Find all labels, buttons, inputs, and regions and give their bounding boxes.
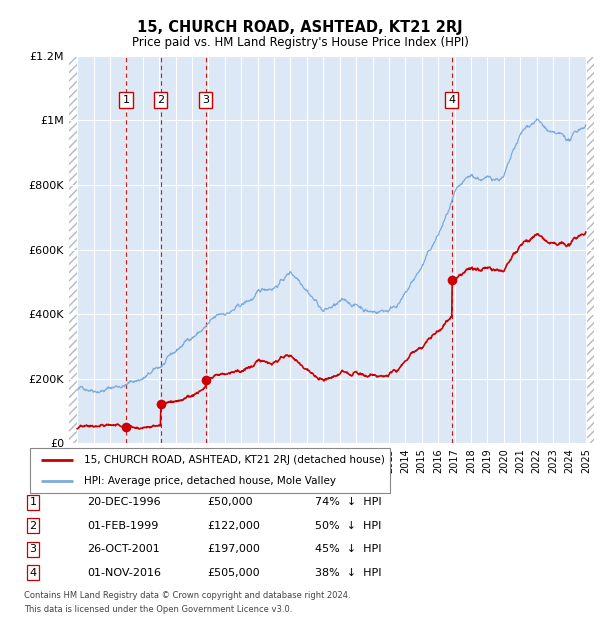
Text: 20-DEC-1996: 20-DEC-1996 <box>87 497 161 507</box>
Text: 15, CHURCH ROAD, ASHTEAD, KT21 2RJ: 15, CHURCH ROAD, ASHTEAD, KT21 2RJ <box>137 20 463 35</box>
Text: 50%  ↓  HPI: 50% ↓ HPI <box>315 521 382 531</box>
Text: 2: 2 <box>29 521 37 531</box>
Text: 38%  ↓  HPI: 38% ↓ HPI <box>315 568 382 578</box>
Text: 3: 3 <box>29 544 37 554</box>
Text: £505,000: £505,000 <box>207 568 260 578</box>
Text: 26-OCT-2001: 26-OCT-2001 <box>87 544 160 554</box>
Text: 01-NOV-2016: 01-NOV-2016 <box>87 568 161 578</box>
Text: 45%  ↓  HPI: 45% ↓ HPI <box>315 544 382 554</box>
Text: 4: 4 <box>29 568 37 578</box>
Text: This data is licensed under the Open Government Licence v3.0.: This data is licensed under the Open Gov… <box>24 604 292 614</box>
Text: 1: 1 <box>122 95 130 105</box>
Text: HPI: Average price, detached house, Mole Valley: HPI: Average price, detached house, Mole… <box>84 476 336 486</box>
Text: £197,000: £197,000 <box>207 544 260 554</box>
Text: 01-FEB-1999: 01-FEB-1999 <box>87 521 158 531</box>
Text: Price paid vs. HM Land Registry's House Price Index (HPI): Price paid vs. HM Land Registry's House … <box>131 36 469 49</box>
FancyBboxPatch shape <box>30 448 390 493</box>
Text: 3: 3 <box>202 95 209 105</box>
Text: 15, CHURCH ROAD, ASHTEAD, KT21 2RJ (detached house): 15, CHURCH ROAD, ASHTEAD, KT21 2RJ (deta… <box>84 455 385 466</box>
Text: 4: 4 <box>448 95 455 105</box>
Bar <box>586 56 594 443</box>
Bar <box>69 56 77 443</box>
Text: £50,000: £50,000 <box>207 497 253 507</box>
Text: £122,000: £122,000 <box>207 521 260 531</box>
Text: 74%  ↓  HPI: 74% ↓ HPI <box>315 497 382 507</box>
Text: Contains HM Land Registry data © Crown copyright and database right 2024.: Contains HM Land Registry data © Crown c… <box>24 591 350 600</box>
Text: 2: 2 <box>157 95 164 105</box>
Text: 1: 1 <box>29 497 37 507</box>
